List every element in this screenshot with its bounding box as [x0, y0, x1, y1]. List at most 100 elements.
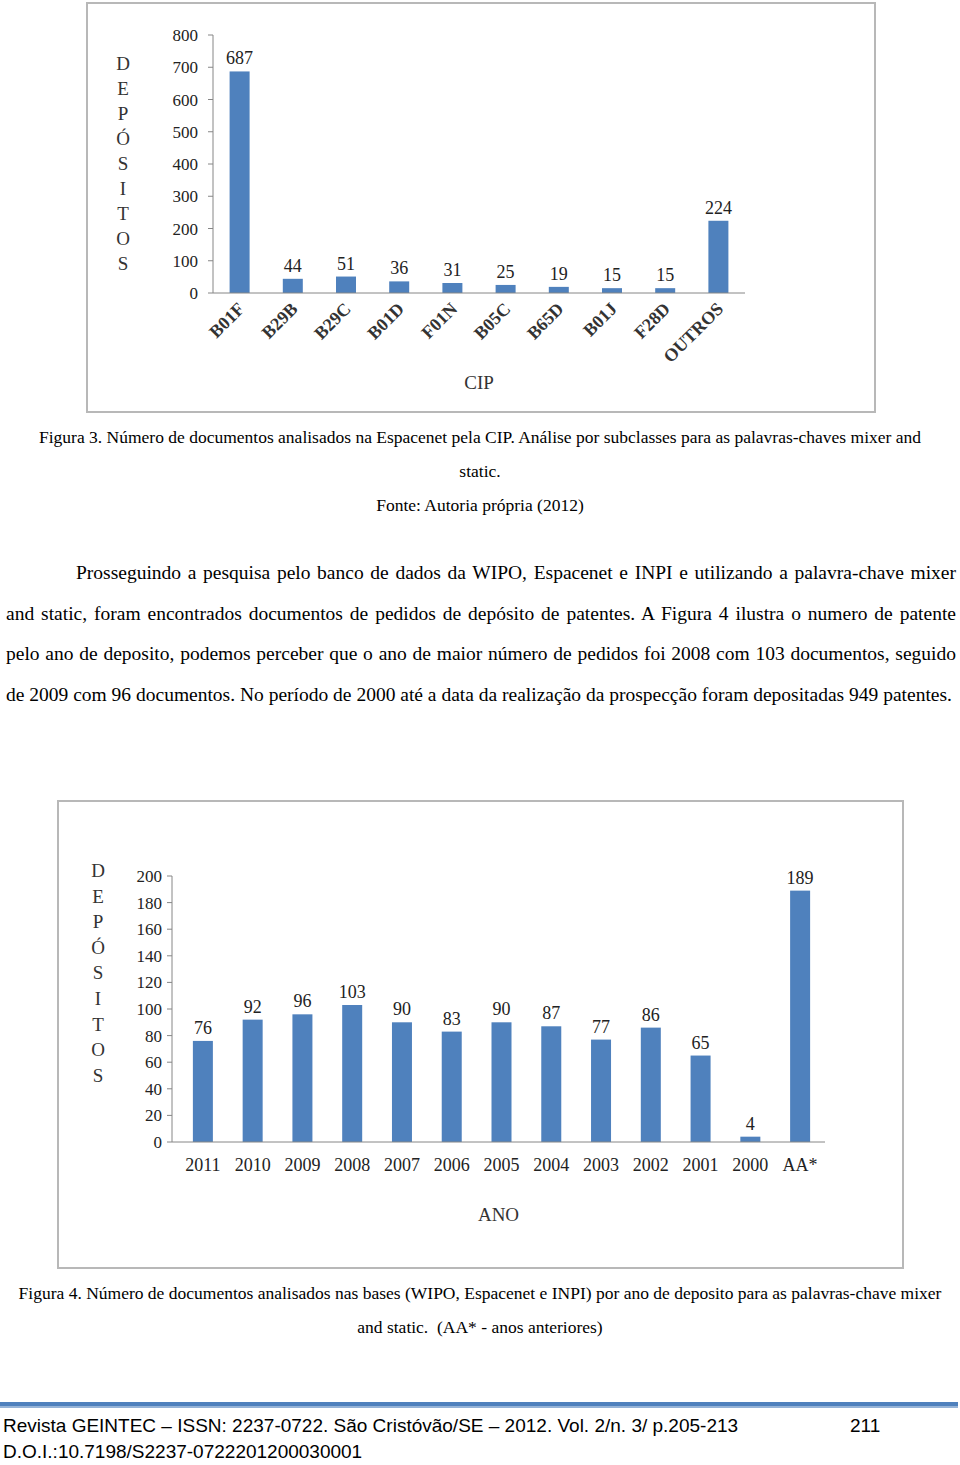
y-tick-label: 100 — [173, 252, 199, 271]
x-tick-label: AA* — [783, 1155, 818, 1175]
figure-caption: Figura 3. Número de documentos analisado… — [24, 420, 936, 488]
data-label: 687 — [226, 48, 253, 68]
x-tick-label: 2003 — [583, 1155, 619, 1175]
figure-caption: Figura 4. Número de documentos analisado… — [8, 1276, 952, 1344]
x-tick-label: 2007 — [384, 1155, 420, 1175]
footer-rule — [0, 1402, 958, 1408]
bar — [591, 1040, 611, 1142]
x-tick-label: B01J — [579, 299, 621, 341]
figure-source: Fonte: Autoria própria (2012) — [0, 488, 960, 522]
y-tick — [167, 876, 172, 877]
bars — [230, 71, 729, 293]
footer-doi: D.O.I.:10.7198/S2237-0722201200030001 — [3, 1441, 362, 1463]
footer-journal: Revista GEINTEC – ISSN: 2237-0722. São C… — [3, 1415, 738, 1437]
y-tick — [167, 1088, 172, 1089]
y-tick — [167, 902, 172, 903]
bar — [243, 1020, 263, 1142]
y-tick-label: 40 — [145, 1080, 162, 1099]
data-label: 65 — [692, 1033, 710, 1053]
bar — [641, 1028, 661, 1142]
y-tick — [208, 131, 213, 132]
bar — [342, 1005, 362, 1142]
bars — [193, 891, 810, 1142]
bar — [389, 281, 409, 293]
data-label: 44 — [284, 256, 302, 276]
bar — [230, 71, 250, 293]
chart-frame — [86, 2, 876, 413]
y-tick-label: 200 — [137, 867, 163, 886]
y-tick-label: 700 — [173, 58, 199, 77]
y-tick — [167, 929, 172, 930]
y-tick-label: 20 — [145, 1106, 162, 1125]
y-tick — [167, 1035, 172, 1036]
y-tick — [208, 260, 213, 261]
y-tick — [208, 35, 213, 36]
bar — [442, 283, 462, 293]
x-tick-label: 2009 — [284, 1155, 320, 1175]
y-tick — [208, 164, 213, 165]
x-tick-label: B05C — [470, 299, 515, 344]
x-tick-label: F01N — [417, 299, 461, 343]
y-tick — [208, 228, 213, 229]
x-tick-label: B29B — [258, 299, 302, 343]
data-label: 83 — [443, 1009, 461, 1029]
data-label: 51 — [337, 254, 355, 274]
data-label: 25 — [497, 262, 515, 282]
data-label: 15 — [603, 265, 621, 285]
y-tick-label: 400 — [173, 155, 199, 174]
bar — [193, 1041, 213, 1142]
data-label: 96 — [293, 991, 311, 1011]
y-tick — [167, 982, 172, 983]
x-axis-title: CIP — [464, 372, 494, 393]
bar — [283, 279, 303, 293]
data-label: 31 — [443, 260, 461, 280]
bar — [790, 891, 810, 1142]
y-tick-label: 60 — [145, 1053, 162, 1072]
data-label: 87 — [542, 1003, 560, 1023]
data-label: 77 — [592, 1017, 610, 1037]
y-tick-label: 800 — [173, 26, 199, 45]
data-label: 189 — [787, 868, 814, 888]
y-tick-label: 600 — [173, 91, 199, 110]
bar — [336, 277, 356, 293]
x-tick-label: 2000 — [732, 1155, 768, 1175]
bar — [691, 1056, 711, 1142]
y-tick-label: 180 — [137, 894, 163, 913]
data-label: 15 — [656, 265, 674, 285]
y-tick — [208, 196, 213, 197]
x-tick-label: 2011 — [185, 1155, 220, 1175]
bar — [541, 1026, 561, 1142]
x-axis — [172, 1142, 825, 1143]
x-tick-label: 2006 — [434, 1155, 470, 1175]
bar — [655, 288, 675, 293]
data-label: 4 — [746, 1114, 755, 1134]
data-label: 224 — [705, 198, 732, 218]
bar — [708, 221, 728, 293]
data-label: 76 — [194, 1018, 212, 1038]
bar — [292, 1014, 312, 1142]
x-tick-label: OUTROS — [659, 299, 727, 367]
y-tick — [167, 1009, 172, 1010]
y-tick-label: 120 — [137, 973, 163, 992]
x-tick-label: F28D — [630, 299, 674, 343]
chart: 0204060801001201401601802007692961039083… — [0, 0, 960, 1465]
x-axis-title: ANO — [478, 1204, 519, 1225]
x-tick-label: B29C — [310, 299, 355, 344]
bar — [602, 288, 622, 293]
x-tick-label: 2001 — [683, 1155, 719, 1175]
data-label: 36 — [390, 258, 408, 278]
bar — [496, 285, 516, 293]
data-label: 19 — [550, 264, 568, 284]
data-label: 103 — [339, 982, 366, 1002]
bar — [740, 1137, 760, 1142]
chart-frame — [57, 800, 904, 1269]
data-label: 90 — [393, 999, 411, 1019]
y-tick — [167, 1062, 172, 1063]
page-number: 211 — [850, 1415, 880, 1437]
y-tick — [167, 955, 172, 956]
y-tick-label: 140 — [137, 947, 163, 966]
y-tick-label: 200 — [173, 220, 199, 239]
x-tick-label: 2005 — [484, 1155, 520, 1175]
y-axis-title: DEPÓSITOS — [91, 860, 105, 1086]
x-tick-label: 2002 — [633, 1155, 669, 1175]
